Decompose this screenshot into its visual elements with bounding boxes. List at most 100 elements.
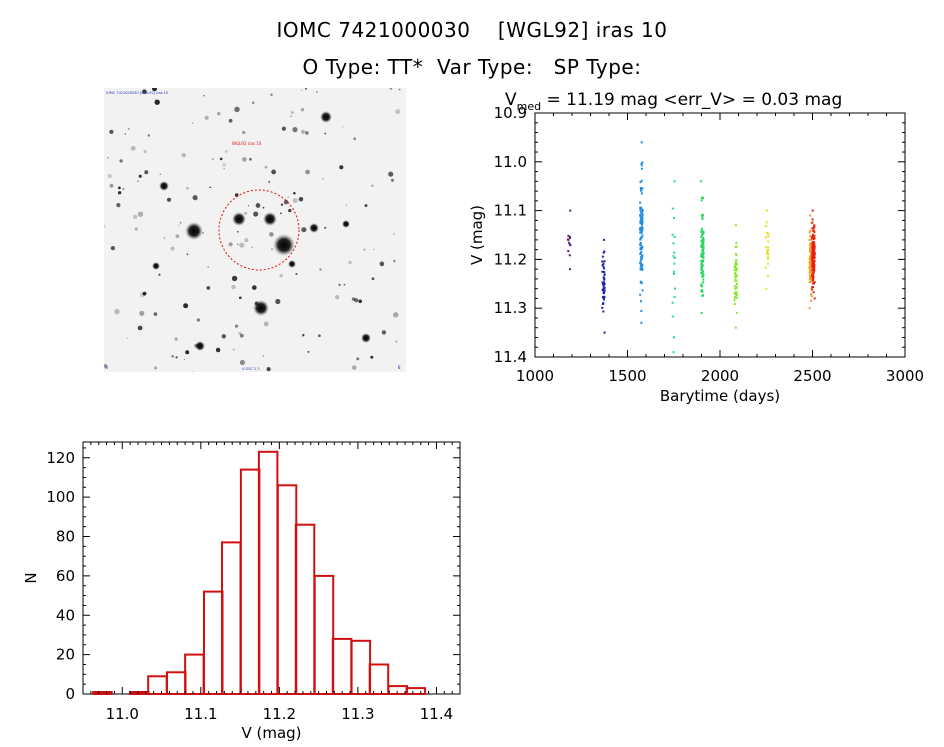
- histogram-bar: [239, 468, 261, 695]
- light-curve-point: [812, 276, 815, 279]
- light-curve-point: [701, 270, 704, 273]
- light-curve-point: [812, 242, 814, 245]
- light-curve-point: [702, 242, 705, 245]
- light-curve-point: [603, 277, 606, 280]
- star: [397, 366, 401, 369]
- light-curve-point: [813, 256, 816, 259]
- sky-image-stamp: WGL92 iras 10 IOMC 7421000030 [WGL92] ir…: [104, 88, 406, 372]
- light-curve-point: [809, 229, 812, 232]
- star: [301, 335, 304, 338]
- light-curve-point: [639, 248, 642, 251]
- star: [153, 366, 158, 370]
- star: [388, 171, 394, 177]
- light-curve-point: [813, 237, 816, 240]
- star: [354, 298, 359, 303]
- light-curve-point: [811, 288, 814, 291]
- light-curve-point: [700, 235, 703, 238]
- star: [219, 157, 223, 161]
- star: [174, 337, 178, 341]
- light-curve-point: [808, 274, 811, 277]
- star: [221, 334, 226, 339]
- light-curve-point: [808, 266, 811, 268]
- star: [185, 350, 190, 355]
- light-curve-point: [641, 289, 644, 292]
- light-curve-point: [639, 213, 642, 216]
- light-curve-point: [639, 201, 642, 204]
- light-curve-point: [702, 247, 705, 249]
- star: [104, 224, 106, 229]
- light-curve-point: [813, 263, 816, 266]
- light-curve-point: [764, 246, 767, 249]
- light-curve-point: [733, 266, 736, 269]
- light-curve-point: [640, 215, 643, 218]
- light-curve-point: [808, 231, 811, 234]
- light-curve-point: [700, 199, 703, 202]
- light-curve-point: [673, 262, 676, 265]
- light-curve-point: [640, 321, 643, 324]
- x-tick-label: 11.0: [106, 705, 139, 723]
- page-title: IOMC 7421000030 [WGL92] iras 10: [276, 18, 668, 42]
- light-curve-point: [765, 225, 768, 228]
- x-tick-label: 11.2: [263, 705, 296, 723]
- light-curve-point: [602, 310, 605, 313]
- star: [127, 127, 130, 130]
- histogram-bar: [221, 541, 242, 696]
- x-tick-label: 3000: [886, 367, 924, 385]
- light-curve-point: [810, 293, 812, 296]
- histogram-bar: [92, 691, 113, 695]
- light-curve-point: [568, 241, 571, 244]
- light-curve-point: [674, 287, 676, 290]
- light-curve-point: [812, 238, 815, 241]
- star: [251, 246, 253, 249]
- light-curve-point: [568, 237, 571, 239]
- star: [175, 234, 180, 239]
- light-curve-point: [640, 248, 643, 251]
- light-curve-point: [810, 244, 813, 247]
- light-curve-point: [813, 230, 816, 233]
- x-tick-label: 1000: [516, 367, 554, 385]
- star: [170, 246, 175, 251]
- light-curve-point: [735, 285, 738, 288]
- histogram-bar: [203, 590, 224, 696]
- y-tick-label: 20: [56, 646, 75, 664]
- light-curve-point: [601, 270, 604, 273]
- light-curve-point: [641, 227, 644, 230]
- light-curve-point: [701, 241, 704, 244]
- light-curve-point: [603, 278, 606, 281]
- light-curve-point: [735, 241, 738, 244]
- star: [228, 242, 233, 247]
- light-curve-point: [639, 262, 642, 264]
- light-curve-point: [733, 269, 736, 272]
- star: [279, 274, 283, 278]
- histogram-bar: [294, 523, 316, 695]
- light-curve-point: [813, 281, 816, 284]
- light-curve-point: [640, 162, 643, 165]
- light-curve-point: [567, 234, 570, 237]
- light-curve-point: [639, 244, 642, 246]
- x-tick-label: 1500: [608, 367, 646, 385]
- light-curve-point: [639, 229, 642, 232]
- light-curve-points: [567, 141, 816, 354]
- light-curve-point: [764, 236, 767, 239]
- light-curve-point: [603, 267, 606, 270]
- star: [281, 126, 286, 131]
- histogram-bar: [368, 663, 390, 695]
- star: [194, 343, 199, 348]
- star: [318, 334, 321, 338]
- light-curve-point: [671, 301, 674, 304]
- star: [239, 333, 244, 338]
- light-curve-point: [602, 302, 605, 305]
- light-curve-point: [812, 291, 815, 294]
- star: [334, 294, 340, 300]
- light-curve-point: [765, 209, 768, 212]
- light-curve-point: [809, 276, 812, 279]
- light-curve-point: [641, 217, 644, 219]
- star: [275, 298, 281, 305]
- object-types-subtitle: O Type: TT* Var Type: SP Type:: [302, 55, 642, 79]
- star: [195, 341, 205, 351]
- star: [253, 211, 259, 217]
- star: [370, 355, 374, 359]
- light-curve-point: [733, 292, 736, 295]
- light-curve-point: [639, 236, 642, 239]
- light-curve-point: [811, 258, 814, 261]
